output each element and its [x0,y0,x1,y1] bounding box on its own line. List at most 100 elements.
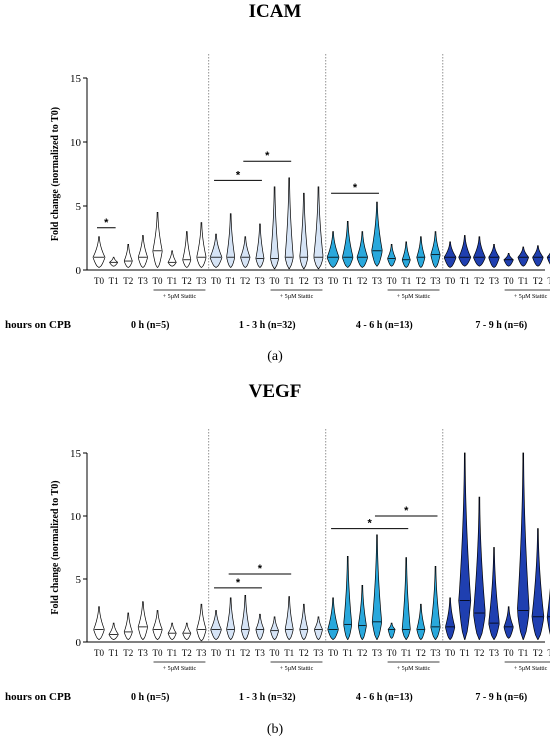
violin-4 [137,235,148,268]
x-tick-label: T3 [430,276,440,286]
x-tick-label: T0 [328,276,338,286]
violin-7 [182,622,192,640]
x-tick-label: T0 [153,276,163,286]
x-tick-label: T0 [328,648,338,658]
violin-6 [167,622,177,640]
x-tick-label: T1 [343,276,353,286]
violin-18 [342,221,354,268]
x-tick-label: T3 [548,648,550,658]
violin-13 [270,616,279,640]
violin-9 [209,233,223,268]
violin-27 [473,236,486,267]
violin-13 [270,186,280,270]
x-tick-label: T2 [357,276,367,286]
significance-star: * [104,217,109,229]
x-tick-label: T2 [182,276,192,286]
x-tick-label: T1 [343,648,353,658]
violin-2 [109,256,119,267]
violin-23 [416,603,426,640]
x-tick-label: T2 [533,276,543,286]
x-tick-label: T0 [504,276,514,286]
violin-26 [458,452,472,640]
x-tick-label: T3 [430,648,440,658]
violin-12 [255,613,265,640]
violin-23 [416,236,426,268]
y-axis-label: Fold change (normalized to T0) [50,107,61,241]
violin-20 [371,201,383,267]
violin-27 [473,496,486,640]
x-tick-label: T2 [123,648,133,658]
group-label: 1 - 3 h (n=32) [239,692,296,703]
group-label: 7 - 9 h (n=6) [475,320,527,331]
x-tick-label: T0 [445,648,455,658]
x-tick-label: T0 [211,648,221,658]
y-tick-label: 0 [76,265,82,277]
violin-10 [226,597,236,640]
violin-11 [240,236,251,268]
significance-star: * [258,563,263,575]
x-tick-label: T3 [255,276,265,286]
x-tick-label: T2 [416,648,426,658]
significance-star: * [404,505,409,517]
x-tick-label: T3 [255,648,265,658]
x-tick-label: T1 [226,276,236,286]
violin-9 [210,610,222,640]
x-tick-label: T3 [372,648,382,658]
violin-17 [327,597,339,640]
x-tick-label: T3 [196,276,206,286]
x-tick-label: T1 [518,276,528,286]
group-label: 0 h (n=5) [131,692,169,703]
group-label: 4 - 6 h (n=13) [356,692,413,703]
violin-8 [196,222,207,268]
chart-title: ICAM [249,1,302,22]
violin-1 [93,606,105,640]
panel-caption: (b) [267,722,284,737]
x-tick-label: T1 [284,648,294,658]
significance-star: * [236,169,241,181]
significance-star: * [353,182,358,194]
violin-21 [387,244,396,267]
significance-star: * [236,577,241,589]
violin-21 [387,622,396,639]
stattic-label: + 5µM Stattic [514,294,548,300]
violin-17 [326,231,340,268]
violin-32 [546,252,550,265]
stattic-label: + 5µM Stattic [163,294,197,300]
violin-19 [356,231,368,268]
violin-10 [226,213,235,268]
group-label: 0 h (n=5) [131,320,169,331]
x-tick-label: T1 [284,276,294,286]
x-tick-label: T1 [109,648,119,658]
x-tick-label: T2 [474,276,484,286]
violin-31 [531,528,545,640]
chart-panel-2: VEGF 0 5 10 15 Fold change (normalized to T0)… [5,381,550,737]
x-tick-label: T0 [211,276,221,286]
x-tick-label: T0 [270,648,280,658]
x-tick-label: T0 [94,276,104,286]
violin-26 [458,235,472,267]
x-tick-label: T1 [460,276,470,286]
y-tick-label: 15 [70,73,82,85]
stattic-label: + 5µM Stattic [514,666,548,672]
x-tick-label: T1 [109,276,119,286]
x-tick-label: T2 [533,648,543,658]
x-tick-label: T0 [387,276,397,286]
x-tick-label: T2 [357,648,367,658]
x-tick-label: T3 [548,276,550,286]
x-tick-label: T0 [504,648,514,658]
violin-25 [443,241,457,268]
chart-title: VEGF [249,381,302,402]
violin-32 [546,587,550,635]
violin-16 [313,186,324,270]
x-tick-label: T2 [299,276,309,286]
group-label: 1 - 3 h (n=32) [239,320,296,331]
violin-14 [284,177,294,270]
y-tick-label: 5 [76,201,82,213]
x-tick-label: T3 [313,648,323,658]
violin-31 [532,245,544,267]
violin-15 [299,603,309,640]
violin-25 [445,597,456,640]
x-tick-label: T1 [226,648,236,658]
violin-29 [503,606,514,639]
